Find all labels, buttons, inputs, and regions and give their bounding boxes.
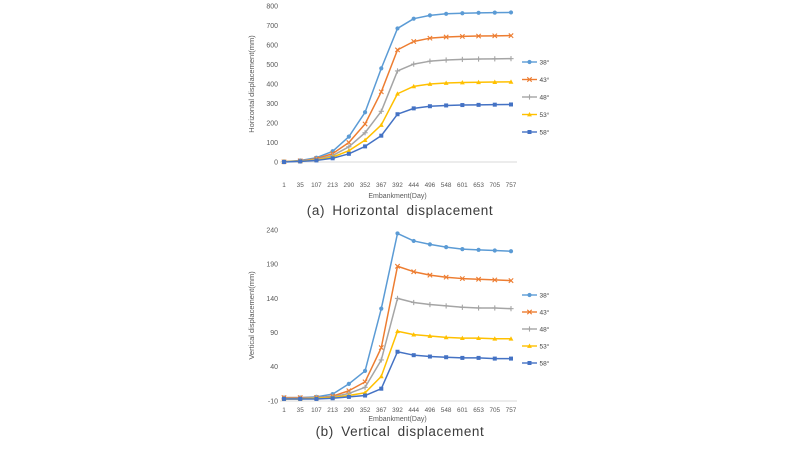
- svg-text:392: 392: [392, 182, 403, 189]
- horizontal-displacement-chart: 0 100 200 300 400 500 600 700 800 1 35 107 213 290 352…: [247, 3, 550, 200]
- legend-item-58°: 58°: [522, 359, 550, 367]
- svg-text:757: 757: [506, 407, 517, 414]
- svg-text:367: 367: [376, 407, 387, 414]
- series-53°: [281, 328, 514, 401]
- legend-item-53°: 53°: [522, 111, 550, 119]
- svg-text:90: 90: [270, 330, 278, 337]
- legend-item-48°: 48°: [522, 325, 550, 333]
- y-axis-ticks: -10 40 90 140 190 240: [266, 227, 278, 405]
- svg-text:700: 700: [266, 23, 278, 30]
- svg-text:548: 548: [441, 182, 452, 189]
- svg-text:213: 213: [327, 182, 338, 189]
- svg-text:-10: -10: [268, 398, 278, 405]
- legend: 38° 43° 48° 53° 58°: [522, 291, 550, 367]
- svg-text:43°: 43°: [540, 308, 550, 316]
- series-38°: [281, 231, 514, 400]
- series-58°: [282, 102, 513, 164]
- svg-text:352: 352: [360, 182, 371, 189]
- svg-text:53°: 53°: [540, 111, 550, 119]
- svg-text:352: 352: [360, 407, 371, 414]
- svg-text:213: 213: [327, 407, 338, 414]
- legend-item-58°: 58°: [522, 128, 550, 136]
- series-43°: [281, 33, 514, 165]
- svg-text:496: 496: [425, 407, 436, 414]
- vertical-displacement-chart: -10 40 90 140 190 240 1 35 107 213 290 352 367 392 444…: [247, 227, 550, 423]
- svg-text:0: 0: [274, 159, 278, 166]
- svg-text:392: 392: [392, 407, 403, 414]
- svg-text:200: 200: [266, 120, 278, 127]
- svg-text:53°: 53°: [540, 342, 550, 350]
- svg-text:496: 496: [425, 182, 436, 189]
- legend-item-43°: 43°: [522, 76, 550, 84]
- svg-text:140: 140: [266, 296, 278, 303]
- svg-text:444: 444: [408, 407, 419, 414]
- svg-text:548: 548: [441, 407, 452, 414]
- svg-text:290: 290: [344, 182, 355, 189]
- svg-text:400: 400: [266, 81, 278, 88]
- svg-text:300: 300: [266, 101, 278, 108]
- series-48°: [281, 56, 514, 165]
- legend-item-48°: 48°: [522, 93, 550, 101]
- legend-item-38°: 38°: [522, 291, 550, 299]
- svg-text:1: 1: [282, 182, 286, 189]
- x-axis-title: Embankment(Day): [368, 193, 426, 200]
- legend: 38° 43° 48° 53° 58°: [522, 58, 550, 136]
- svg-text:290: 290: [344, 407, 355, 414]
- series-58°: [282, 349, 513, 401]
- y-axis-ticks: 0 100 200 300 400 500 600 700 800: [266, 3, 278, 166]
- svg-text:800: 800: [266, 3, 278, 10]
- series-38°: [281, 10, 514, 164]
- x-axis-ticks: 1 35 107 213 290 352 367 392 444 496 548 601 653 705 7…: [282, 182, 517, 189]
- caption-vertical-displacement: (b) Vertical displacement: [315, 424, 485, 439]
- svg-text:48°: 48°: [540, 93, 550, 101]
- svg-text:58°: 58°: [540, 128, 550, 136]
- svg-text:38°: 38°: [540, 58, 550, 66]
- svg-text:190: 190: [266, 262, 278, 269]
- svg-text:500: 500: [266, 62, 278, 69]
- svg-text:601: 601: [457, 407, 468, 414]
- y-axis-title: Horizontal displacement(mm): [247, 35, 256, 133]
- svg-text:35: 35: [297, 407, 305, 414]
- legend-item-43°: 43°: [522, 308, 550, 316]
- svg-text:35: 35: [297, 182, 305, 189]
- svg-text:107: 107: [311, 407, 322, 414]
- svg-text:367: 367: [376, 182, 387, 189]
- caption-horizontal-displacement: (a) Horizontal displacement: [306, 203, 494, 218]
- svg-text:601: 601: [457, 182, 468, 189]
- svg-text:705: 705: [489, 182, 500, 189]
- x-axis-ticks: 1 35 107 213 290 352 367 392 444 496 548 601 653 705 7…: [282, 407, 517, 414]
- svg-text:1: 1: [282, 407, 286, 414]
- svg-text:600: 600: [266, 42, 278, 49]
- svg-text:58°: 58°: [540, 359, 550, 367]
- series-48°: [281, 295, 514, 401]
- svg-text:107: 107: [311, 182, 322, 189]
- legend-item-53°: 53°: [522, 342, 550, 350]
- svg-text:38°: 38°: [540, 291, 550, 299]
- svg-text:43°: 43°: [540, 76, 550, 84]
- svg-text:705: 705: [489, 407, 500, 414]
- svg-text:757: 757: [506, 182, 517, 189]
- svg-text:48°: 48°: [540, 325, 550, 333]
- svg-text:240: 240: [266, 227, 278, 234]
- x-axis-title: Embankment(Day): [368, 416, 426, 423]
- svg-text:653: 653: [473, 182, 484, 189]
- svg-text:444: 444: [408, 182, 419, 189]
- legend-item-38°: 38°: [522, 58, 550, 66]
- svg-text:40: 40: [270, 364, 278, 371]
- series-53°: [281, 79, 514, 164]
- svg-text:100: 100: [266, 140, 278, 147]
- svg-text:653: 653: [473, 407, 484, 414]
- y-axis-title: Vertical displacement(mm): [247, 271, 256, 360]
